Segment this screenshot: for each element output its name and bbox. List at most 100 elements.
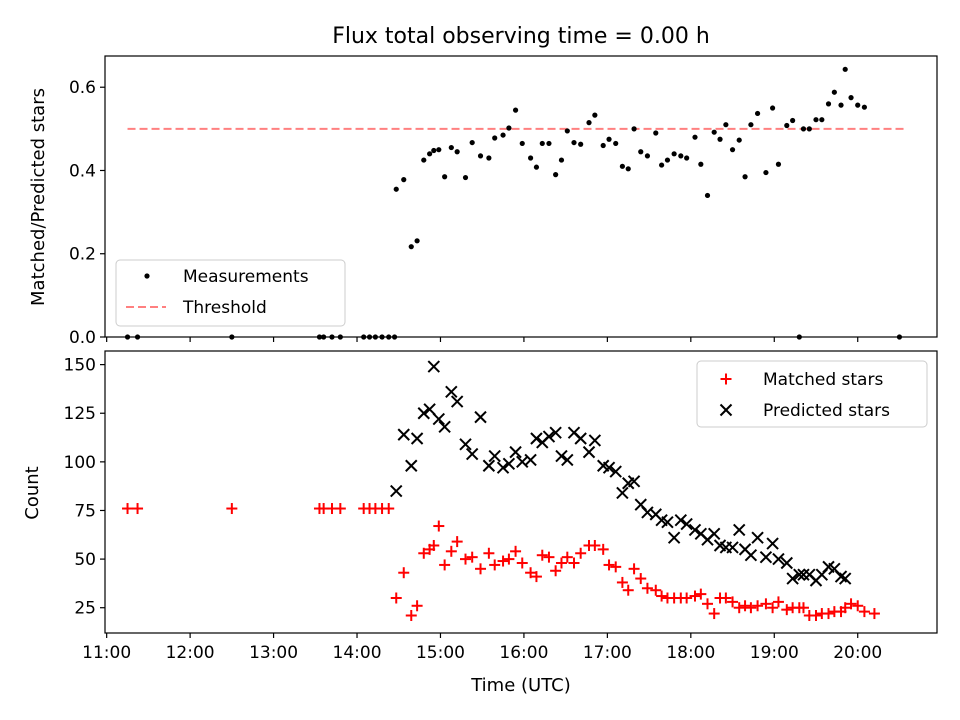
predicted-star-point — [588, 434, 602, 447]
matched-star-point — [603, 559, 615, 571]
predicted-star-point — [667, 531, 681, 544]
matched-star-point — [543, 551, 555, 563]
predicted-star-point — [423, 403, 436, 416]
predicted-star-point — [616, 486, 629, 500]
top-legend-box — [115, 259, 346, 327]
matched-star-point — [852, 600, 864, 612]
bottom-y-ticks: 25 50 75 100 125 150 — [64, 356, 105, 619]
measurement-point — [613, 140, 619, 147]
predicted-star-point — [707, 527, 721, 541]
legend-predicted-label: Predicted stars — [763, 401, 890, 421]
matched-star-point — [745, 602, 757, 614]
matched-star-point — [781, 604, 793, 616]
matched-star-point — [810, 609, 822, 621]
matched-star-point — [510, 545, 522, 557]
measurement-point — [742, 174, 748, 180]
matched-star-point — [555, 557, 567, 569]
measurement-point — [492, 135, 498, 141]
matched-star-point — [695, 588, 707, 600]
bottom-x-tick-label: 20:00 — [833, 643, 882, 663]
predicted-star-point — [627, 475, 641, 488]
predicted-star-point — [733, 523, 746, 537]
measurement-point — [558, 157, 565, 163]
measurement-point — [625, 166, 631, 172]
measurement-point — [790, 117, 796, 124]
matched-star-point — [497, 555, 509, 567]
matched-star-point — [797, 602, 809, 614]
bottom-series-group — [122, 360, 880, 621]
predicted-star-point — [688, 523, 702, 537]
matched-star-point — [445, 545, 457, 557]
measurement-point — [631, 126, 637, 132]
matched-star-point — [466, 551, 478, 563]
predicted-star-point — [793, 568, 806, 581]
bottom-y-tick-label: 150 — [64, 356, 96, 376]
predicted-star-point — [410, 432, 424, 445]
predicted-star-point — [459, 438, 472, 451]
matched-star-point — [589, 539, 601, 551]
predicted-star-point — [496, 461, 510, 474]
measurement-point — [653, 130, 659, 136]
top-y-ticks: 0.0 0.2 0.4 0.6 — [69, 78, 105, 348]
predicted-star-point — [465, 447, 479, 461]
bottom-x-tick-label: 19:00 — [750, 643, 799, 663]
legend-measurements-marker — [144, 273, 150, 279]
measurement-point — [855, 102, 861, 108]
matched-star-point — [536, 549, 548, 561]
measurement-point — [842, 66, 848, 72]
measurement-point — [800, 126, 807, 132]
bottom-x-tick-label: 13:00 — [249, 643, 298, 663]
matched-star-point — [516, 557, 528, 569]
predicted-star-point — [602, 461, 616, 474]
measurement-point — [784, 122, 790, 129]
measurement-point — [763, 169, 769, 176]
measurement-point — [454, 149, 460, 155]
predicted-star-point — [432, 412, 446, 426]
matched-star-point — [760, 598, 772, 610]
predicted-star-point — [555, 449, 568, 463]
measurement-point — [813, 117, 819, 123]
measurement-point — [698, 161, 704, 167]
predicted-star-point — [726, 541, 739, 554]
predicted-star-point — [397, 428, 410, 441]
measurement-point — [692, 134, 698, 140]
predicted-star-point — [488, 449, 501, 463]
matched-star-point — [708, 608, 720, 620]
top-y-tick-label: 0.0 — [69, 328, 96, 348]
bottom-y-tick-label: 100 — [64, 453, 96, 473]
predicted-star-point — [445, 385, 458, 399]
bottom-x-tick-label: 18:00 — [666, 643, 715, 663]
measurement-point — [736, 137, 742, 143]
top-panel-plot: Matched/Predicted stars 0.0 0.2 0.4 0.6 Mea… — [28, 55, 938, 348]
predicted-star-point — [786, 572, 799, 585]
predicted-star-point — [780, 556, 793, 570]
measurement-point — [819, 117, 825, 123]
matched-star-point — [727, 596, 739, 608]
matched-star-point — [418, 547, 430, 559]
predicted-star-point — [549, 426, 562, 439]
matched-star-point — [575, 547, 587, 559]
measurement-point — [393, 186, 399, 192]
top-y-axis-label: Matched/Predicted stars — [28, 88, 49, 306]
matched-star-point — [433, 520, 445, 532]
bottom-y-tick-label: 50 — [74, 550, 96, 570]
measurement-point — [659, 162, 665, 168]
matched-star-point — [597, 543, 609, 555]
matched-star-point — [561, 551, 573, 563]
matched-star-point — [622, 584, 634, 596]
predicted-star-point — [561, 453, 574, 467]
matched-star-point — [483, 547, 495, 559]
measurement-point — [408, 244, 414, 250]
predicted-star-point — [766, 537, 779, 550]
top-y-tick-label: 0.2 — [69, 245, 96, 265]
top-x-ticks — [106, 337, 859, 342]
matched-star-point — [752, 600, 764, 612]
measurement-point — [553, 172, 559, 178]
measurement-point — [754, 110, 761, 117]
matched-star-point — [610, 561, 622, 573]
legend-predicted-marker — [719, 403, 733, 417]
x-axis-label: Time (UTC) — [470, 675, 571, 696]
predicted-star-point — [509, 445, 522, 459]
measurement-point — [848, 95, 854, 101]
predicted-star-point — [450, 395, 464, 408]
